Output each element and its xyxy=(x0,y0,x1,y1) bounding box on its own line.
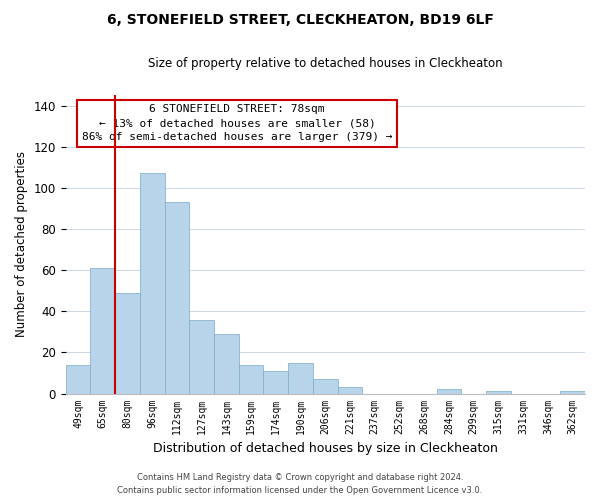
Text: 6, STONEFIELD STREET, CLECKHEATON, BD19 6LF: 6, STONEFIELD STREET, CLECKHEATON, BD19 … xyxy=(107,12,493,26)
Text: 6 STONEFIELD STREET: 78sqm
← 13% of detached houses are smaller (58)
86% of semi: 6 STONEFIELD STREET: 78sqm ← 13% of deta… xyxy=(82,104,392,142)
Bar xyxy=(313,379,338,394)
Bar xyxy=(263,371,288,394)
Bar xyxy=(288,362,313,394)
Bar xyxy=(437,390,461,394)
Bar xyxy=(164,202,190,394)
Y-axis label: Number of detached properties: Number of detached properties xyxy=(15,152,28,338)
Bar xyxy=(140,174,164,394)
Bar xyxy=(91,268,115,394)
Bar xyxy=(115,293,140,394)
Bar xyxy=(65,365,91,394)
X-axis label: Distribution of detached houses by size in Cleckheaton: Distribution of detached houses by size … xyxy=(153,442,498,455)
Bar xyxy=(560,392,585,394)
Bar xyxy=(239,365,263,394)
Bar xyxy=(190,320,214,394)
Text: Contains HM Land Registry data © Crown copyright and database right 2024.
Contai: Contains HM Land Registry data © Crown c… xyxy=(118,474,482,495)
Bar xyxy=(214,334,239,394)
Title: Size of property relative to detached houses in Cleckheaton: Size of property relative to detached ho… xyxy=(148,58,503,70)
Bar xyxy=(486,392,511,394)
Bar xyxy=(338,388,362,394)
